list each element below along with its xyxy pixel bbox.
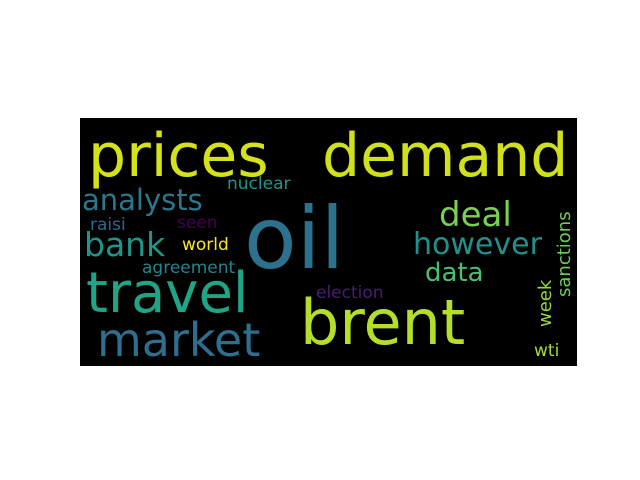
word-election: election [316, 283, 384, 303]
word-however: however [413, 227, 543, 262]
word-sanctions: sanctions [554, 211, 575, 297]
word-world: world [182, 235, 229, 255]
word-seen: seen [177, 213, 218, 233]
word-week: week [535, 279, 556, 327]
word-demand: demand [322, 121, 568, 191]
word-raisi: raisi [90, 215, 126, 235]
word-brent: brent [300, 286, 465, 359]
word-analysts: analysts [82, 183, 203, 217]
word-travel: travel [86, 261, 248, 326]
word-data: data [425, 258, 484, 288]
word-market: market [97, 313, 260, 367]
word-deal: deal [439, 195, 512, 235]
word-oil: oil [244, 189, 344, 289]
word-cloud-words: prices demand oil brent travel market an… [82, 121, 575, 367]
word-bank: bank [84, 225, 166, 264]
word-wti: wti [534, 341, 559, 361]
word-agreement: agreement [142, 258, 236, 278]
word-cloud-background [80, 118, 577, 366]
word-nuclear: nuclear [227, 174, 290, 194]
word-prices: prices [88, 121, 269, 191]
